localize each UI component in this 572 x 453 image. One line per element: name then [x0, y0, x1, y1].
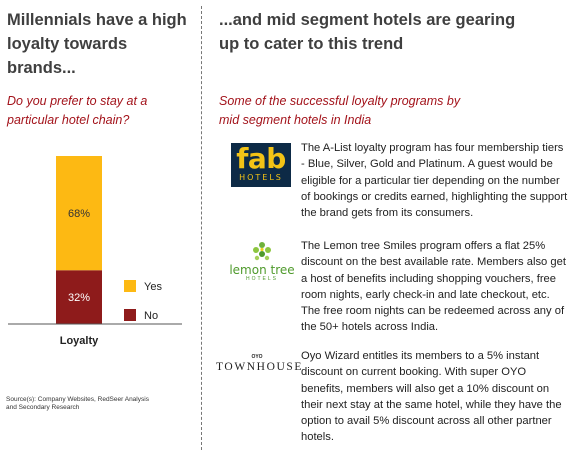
- legend-swatch-no: [124, 309, 136, 321]
- lemon-tree-logo-word: lemon tree: [229, 263, 295, 277]
- source-line2: and Secondary Research: [6, 404, 80, 411]
- source-line1: Source(s): Company Websites, RedSeer Ana…: [6, 396, 149, 403]
- data-label-no: 32%: [68, 292, 90, 304]
- lemon-tree-logo: lemon tree HOTELS: [226, 240, 298, 284]
- right-heading-line2: up to cater to this trend: [219, 35, 404, 53]
- programs-subtitle: Some of the successful loyalty programs …: [219, 92, 559, 130]
- survey-question-line2: particular hotel chain?: [7, 113, 130, 127]
- fab-program-text: The A-List loyalty program has four memb…: [301, 142, 568, 220]
- bar-segment-yes: [56, 156, 102, 271]
- loyalty-chart: 32% 68% Loyalty Yes No: [8, 156, 182, 347]
- left-heading: Millennials have a high loyalty towards …: [7, 8, 197, 80]
- category-label: Loyalty: [60, 335, 99, 347]
- oyo-logo-subword: OYO: [251, 354, 263, 360]
- programs-subtitle-line2: mid segment hotels in India: [219, 113, 372, 127]
- bar-segment-no: [56, 270, 102, 324]
- fab-logo-word: fab: [236, 142, 286, 175]
- lemon-tree-emblem-icon: [253, 242, 271, 261]
- survey-question-line1: Do you prefer to stay at a: [7, 94, 148, 108]
- oyo-program-text: Oyo Wizard entitles its members to a 5% …: [301, 350, 562, 444]
- fab-logo-subword: HOTELS: [239, 173, 283, 182]
- right-heading-line1: ...and mid segment hotels are gearing: [219, 11, 516, 29]
- lemon-tree-logo-subword: HOTELS: [245, 276, 278, 282]
- right-heading: ...and mid segment hotels are gearing up…: [219, 8, 559, 56]
- legend-swatch-yes: [124, 280, 136, 292]
- left-heading-line2: loyalty towards brands...: [7, 35, 128, 77]
- oyo-townhouse-logo: OYO TOWNHOUSE: [216, 354, 304, 380]
- legend-label-no: No: [144, 310, 158, 322]
- programs-subtitle-line1: Some of the successful loyalty programs …: [219, 94, 461, 108]
- source-note: Source(s): Company Websites, RedSeer Ana…: [6, 396, 176, 412]
- left-heading-line1: Millennials have a high: [7, 11, 187, 29]
- panel-divider: [201, 6, 202, 450]
- data-label-yes: 68%: [68, 208, 90, 220]
- oyo-logo-word: TOWNHOUSE: [216, 361, 304, 373]
- survey-question: Do you prefer to stay at a particular ho…: [7, 92, 197, 130]
- fab-hotels-logo: fab HOTELS: [231, 143, 291, 187]
- lemon-tree-program-text: The Lemon tree Smiles program offers a f…: [301, 240, 566, 334]
- legend-label-yes: Yes: [144, 281, 162, 293]
